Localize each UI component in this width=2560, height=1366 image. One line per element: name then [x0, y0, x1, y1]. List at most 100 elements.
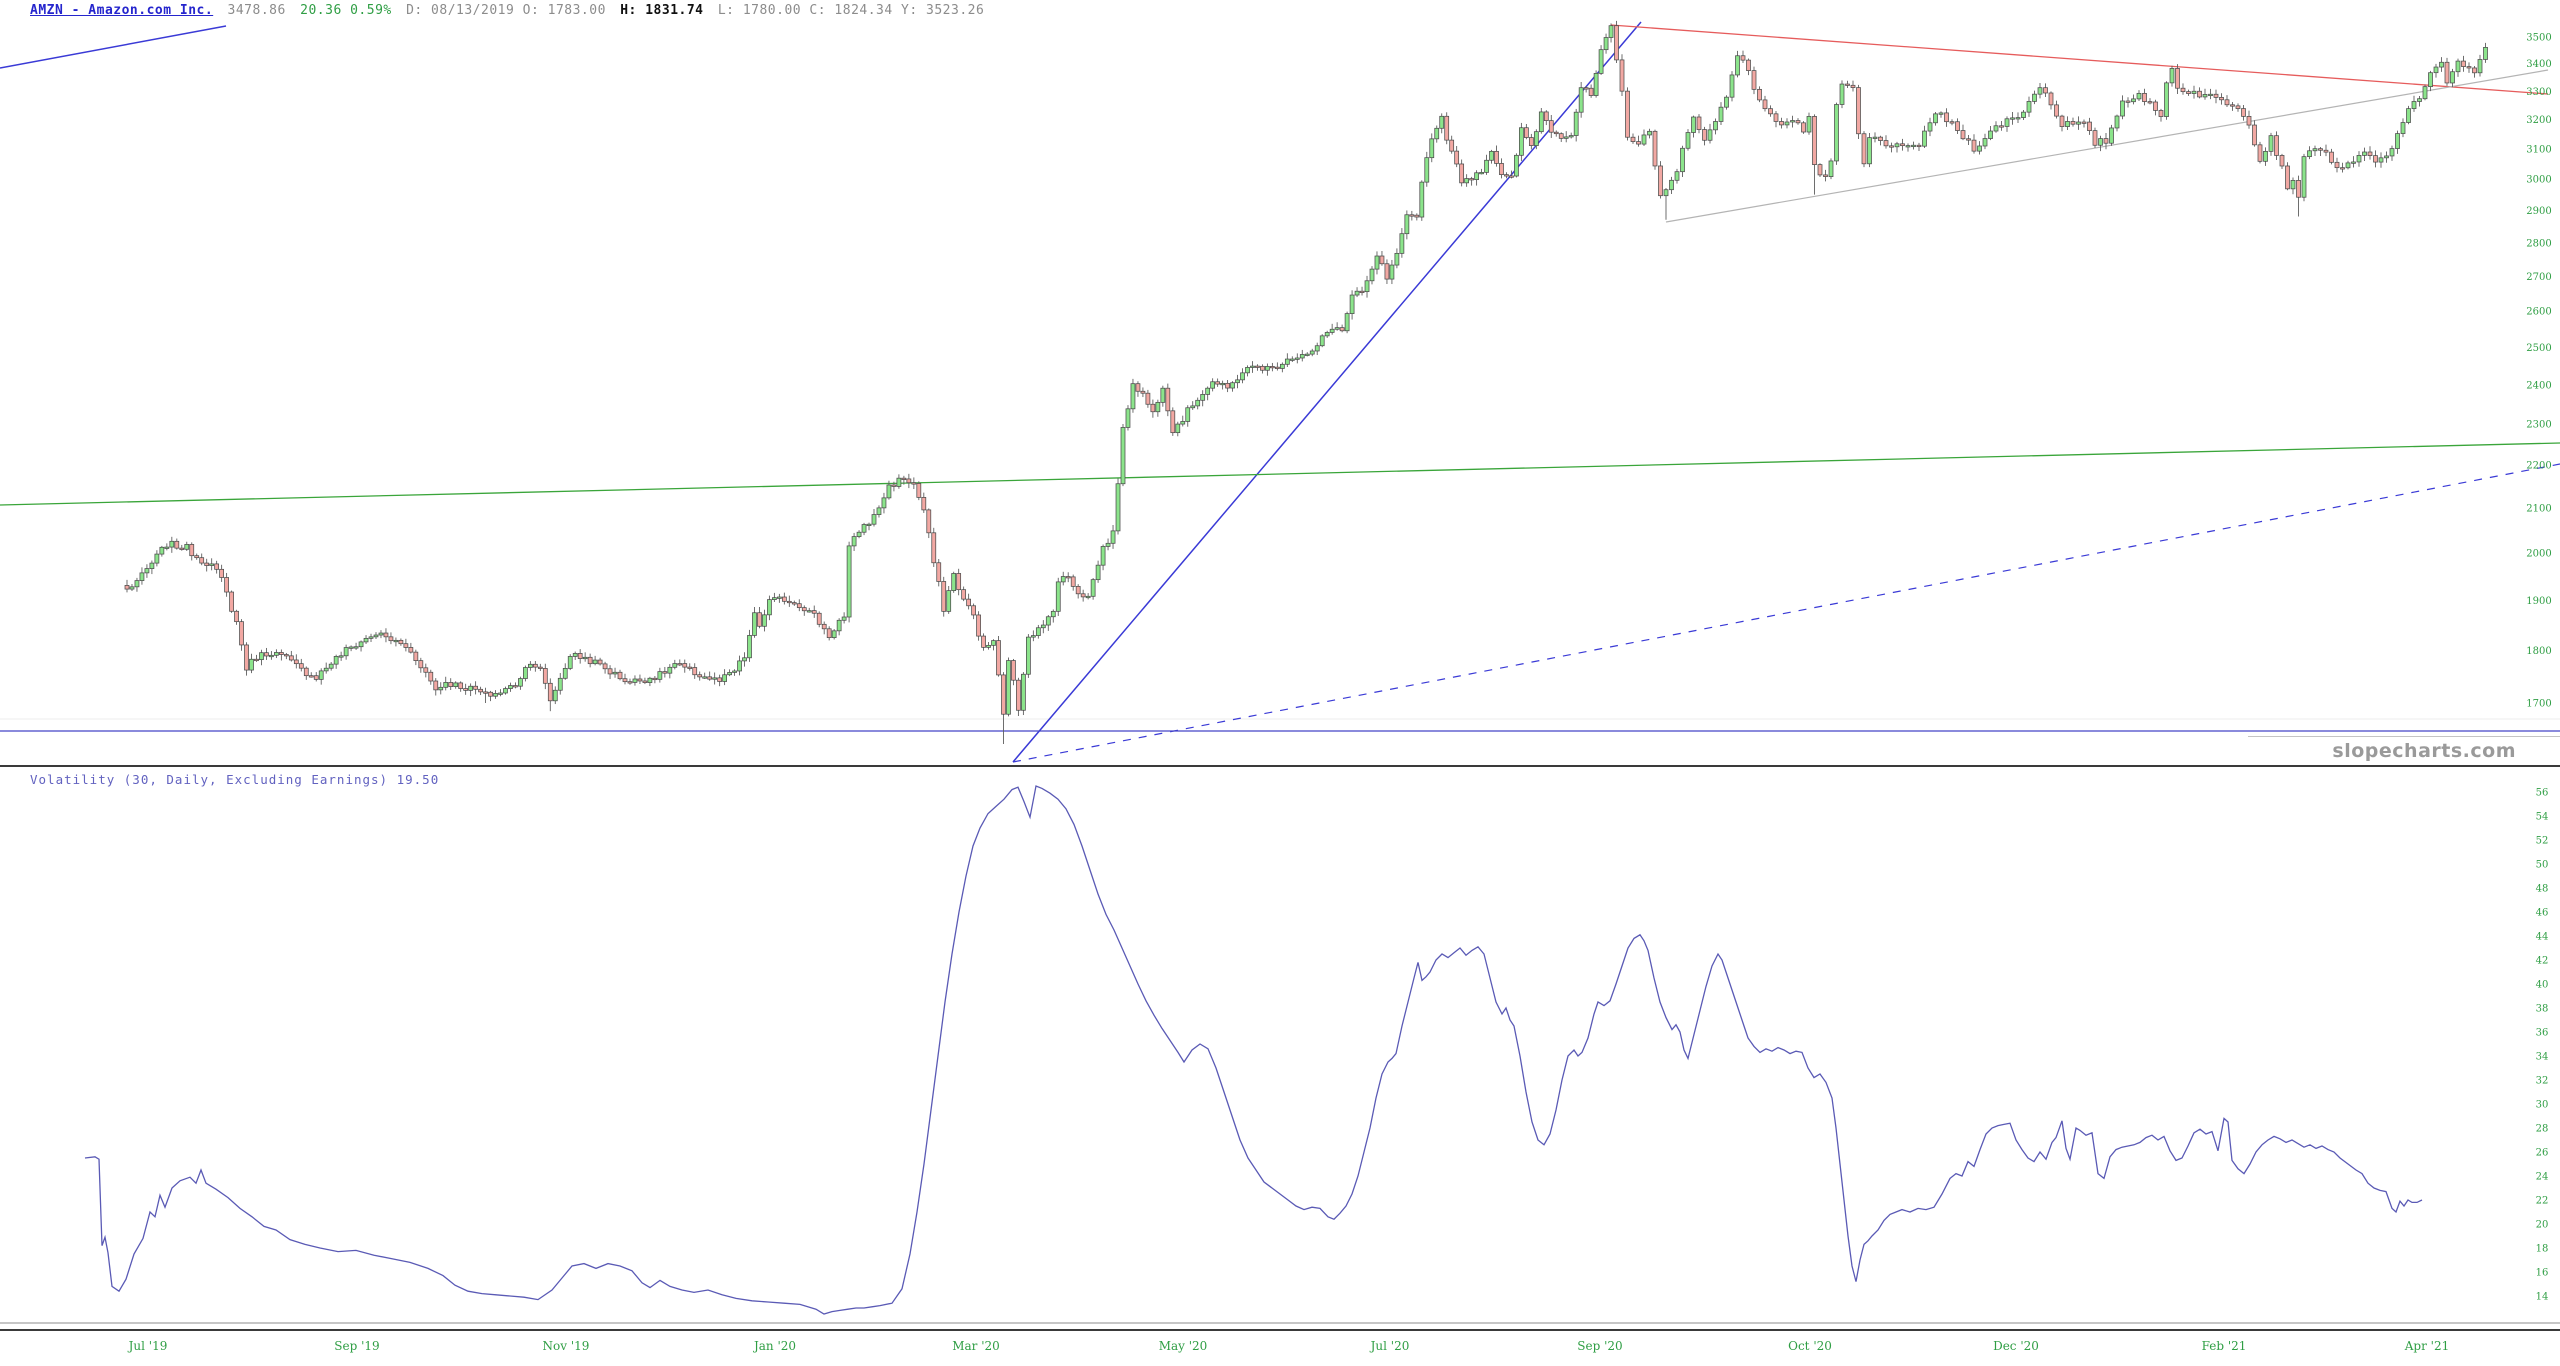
- candle: [1190, 405, 1196, 409]
- candle: [1680, 147, 1685, 173]
- candle: [2059, 115, 2065, 127]
- candle: [607, 668, 613, 675]
- candle: [229, 591, 234, 612]
- candle: [1334, 327, 1340, 330]
- price-axis-tick: 1700: [2526, 699, 2551, 710]
- date-label: Jul '19: [128, 1339, 168, 1353]
- candle: [2169, 68, 2175, 84]
- candle: [2241, 108, 2246, 117]
- candle: [911, 482, 917, 485]
- candle: [2114, 115, 2120, 129]
- candle: [2483, 47, 2488, 60]
- candle: [1399, 233, 1405, 254]
- candle: [1205, 387, 1211, 395]
- candle: [582, 656, 588, 660]
- candle: [1878, 136, 1883, 141]
- candle: [916, 483, 922, 498]
- candle: [1927, 122, 1933, 132]
- candle: [2164, 82, 2169, 117]
- candle: [1085, 595, 1091, 599]
- candle: [2329, 151, 2334, 163]
- candle: [234, 610, 239, 623]
- candle: [1960, 130, 1966, 140]
- candle: [194, 555, 200, 559]
- candle: [1823, 174, 1828, 177]
- candle: [378, 632, 384, 636]
- symbol-link[interactable]: AMZN - Amazon.com Inc.: [30, 3, 214, 18]
- candle: [2422, 86, 2428, 100]
- candle: [791, 602, 797, 605]
- candle: [552, 689, 558, 702]
- candle: [572, 653, 578, 657]
- candle: [388, 636, 394, 642]
- candle: [1095, 564, 1101, 581]
- candle: [1911, 144, 1916, 148]
- candle: [1533, 131, 1539, 146]
- candle: [453, 682, 459, 687]
- candle: [403, 643, 409, 648]
- candle: [1255, 365, 1260, 368]
- candle: [1195, 399, 1201, 407]
- volatility-axis-tick: 18: [2536, 1244, 2549, 1255]
- candle: [1735, 55, 1740, 76]
- candle: [1894, 143, 1900, 148]
- candle: [338, 655, 344, 658]
- candle: [1619, 59, 1625, 92]
- date-label: Oct '20: [1788, 1339, 1832, 1353]
- date-label: Feb '21: [2201, 1339, 2247, 1353]
- candle: [2070, 121, 2076, 125]
- candle: [1933, 113, 1938, 124]
- candle: [2208, 93, 2213, 97]
- price-axis-tick: 2700: [2526, 272, 2551, 283]
- candle: [2417, 98, 2422, 102]
- price-axis-tick: 2300: [2526, 420, 2551, 431]
- candle: [518, 678, 523, 687]
- price-change: 20.36 0.59%: [300, 3, 392, 18]
- candle: [2153, 101, 2158, 111]
- candle: [2340, 167, 2345, 170]
- date-axis: Jul '19 Sep '19 Nov '19 Jan '20 Mar '20 May '…: [0, 1339, 2560, 1359]
- candle: [826, 628, 832, 639]
- volatility-axis-tick: 50: [2536, 860, 2549, 871]
- candle: [189, 544, 195, 557]
- candle: [1324, 332, 1330, 337]
- candle: [159, 546, 165, 555]
- price-axis-tick: 2900: [2526, 206, 2551, 217]
- candle: [214, 563, 220, 570]
- candle: [1828, 160, 1834, 177]
- date-label: Dec '20: [1993, 1339, 2039, 1353]
- candle: [2433, 66, 2439, 74]
- candle: [1588, 87, 1594, 96]
- candle: [2428, 72, 2433, 88]
- candle: [1155, 401, 1161, 413]
- candle: [503, 688, 508, 694]
- candle: [1185, 407, 1191, 422]
- candle: [1652, 130, 1658, 167]
- candle: [2472, 67, 2477, 74]
- candle: [2103, 138, 2109, 144]
- price-axis-tick: 2500: [2526, 343, 2551, 354]
- candle: [777, 596, 782, 599]
- candle: [129, 586, 135, 590]
- price-axis-tick: 3400: [2526, 59, 2551, 70]
- candle: [209, 563, 215, 566]
- date-open-readout: D: 08/13/2019 O: 1783.00: [406, 3, 606, 18]
- candle: [1999, 125, 2004, 128]
- candle: [298, 663, 304, 669]
- candle: [1663, 189, 1669, 197]
- candle: [139, 572, 145, 581]
- candle: [1200, 394, 1206, 401]
- candle: [612, 671, 618, 675]
- candle: [617, 671, 623, 680]
- candle: [1429, 138, 1435, 159]
- candle: [1790, 120, 1795, 123]
- candle: [906, 478, 912, 484]
- candle: [2296, 180, 2301, 198]
- candle: [587, 656, 593, 665]
- candle: [2186, 91, 2191, 94]
- candle: [707, 676, 713, 680]
- candle: [269, 654, 274, 658]
- candle: [513, 685, 518, 688]
- price-axis-tick: 1800: [2526, 646, 2551, 657]
- candle: [288, 655, 294, 661]
